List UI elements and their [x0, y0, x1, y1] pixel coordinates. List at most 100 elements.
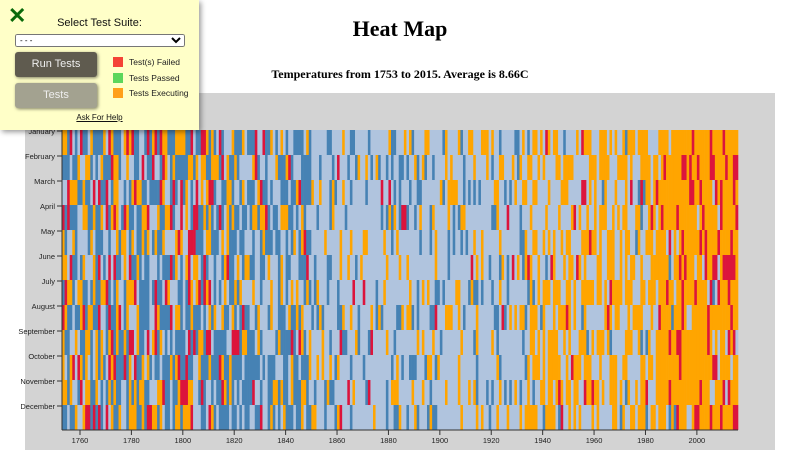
heatmap-cell	[666, 205, 669, 230]
heatmap-cell	[362, 155, 366, 180]
test-suite-select[interactable]: - - -	[15, 34, 185, 47]
heatmap-cell	[612, 155, 615, 180]
heatmap-cell	[301, 180, 304, 205]
heatmap-cell	[658, 230, 662, 255]
heatmap-cell	[720, 305, 723, 330]
close-icon[interactable]: ✕	[8, 3, 27, 28]
heatmap-cell	[239, 380, 243, 405]
heatmap-cell	[172, 380, 176, 405]
heatmap-cell	[447, 330, 451, 355]
heatmap-cell	[367, 205, 371, 230]
heatmap-cell	[676, 405, 680, 430]
heatmap-cell	[509, 330, 513, 355]
heatmap-cell	[257, 255, 261, 280]
heatmap-cell	[555, 380, 559, 405]
y-tick-label: June	[39, 252, 55, 261]
heatmap-cell	[444, 405, 448, 430]
heatmap-cell	[570, 180, 574, 205]
heatmap-cell	[259, 405, 263, 430]
heatmap-cell	[478, 180, 482, 205]
heatmap-cell	[596, 255, 600, 280]
heatmap-cell	[167, 380, 171, 405]
run-tests-button[interactable]: Run Tests	[15, 52, 97, 77]
heatmap-cell	[578, 280, 582, 305]
heatmap-cell	[447, 205, 451, 230]
heatmap-cell	[236, 205, 240, 230]
heatmap-cell	[136, 355, 140, 380]
heatmap-cell	[87, 255, 91, 280]
heatmap-cell	[527, 305, 531, 330]
heatmap-cell	[501, 355, 505, 380]
heatmap-cell	[401, 380, 405, 405]
heatmap-cell	[676, 130, 680, 155]
heatmap-cell	[398, 205, 402, 230]
heatmap-cell	[676, 155, 680, 180]
heatmap-cell	[537, 280, 541, 305]
heatmap-cell	[550, 255, 554, 280]
heatmap-cell	[324, 130, 328, 155]
heatmap-cell	[100, 255, 104, 280]
tests-button[interactable]: Tests	[15, 83, 97, 108]
heatmap-cell	[619, 230, 623, 255]
heatmap-cell	[272, 255, 276, 280]
heatmap-cell	[714, 155, 718, 180]
heatmap-cell	[357, 380, 361, 405]
heatmap-cell	[576, 130, 579, 155]
heatmap-cell	[211, 205, 214, 230]
heatmap-cell	[612, 205, 615, 230]
heatmap-cell	[285, 155, 289, 180]
heatmap-cell	[221, 380, 225, 405]
heatmap-cell	[378, 330, 382, 355]
heatmap-cell	[136, 155, 140, 180]
heatmap-cell	[660, 355, 664, 380]
heatmap-cell	[573, 305, 577, 330]
heatmap-cell	[642, 230, 646, 255]
heatmap-cell	[434, 130, 438, 155]
heatmap-cell	[236, 355, 240, 380]
heatmap-cell	[236, 305, 240, 330]
heatmap-cell	[630, 230, 633, 255]
heatmap-cell	[380, 180, 384, 205]
heatmap-cell	[151, 180, 155, 205]
heatmap-cell	[632, 230, 636, 255]
heatmap-cell	[468, 230, 471, 255]
heatmap-cell	[262, 255, 266, 280]
heatmap-cell	[211, 180, 214, 205]
heatmap-cell	[673, 305, 677, 330]
heatmap-cell	[424, 405, 428, 430]
heatmap-cell	[527, 230, 531, 255]
heatmap-cell	[72, 405, 76, 430]
heatmap-cell	[157, 330, 160, 355]
heatmap-cell	[730, 155, 734, 180]
heatmap-cell	[606, 130, 610, 155]
heatmap-cell	[167, 205, 171, 230]
heatmap-cell	[169, 230, 173, 255]
heatmap-cell	[398, 130, 402, 155]
heatmap-cell	[653, 380, 657, 405]
heatmap-cell	[115, 255, 119, 280]
heatmap-cell	[624, 405, 628, 430]
heatmap-cell	[596, 330, 600, 355]
heatmap-cell	[200, 130, 204, 155]
heatmap-cell	[352, 380, 356, 405]
heatmap-cell	[601, 155, 605, 180]
heatmap-cell	[229, 405, 232, 430]
heatmap-cell	[321, 330, 325, 355]
heatmap-cell	[169, 130, 173, 155]
heatmap-cell	[293, 130, 297, 155]
heatmap-cell	[465, 330, 469, 355]
heatmap-cell	[406, 405, 410, 430]
heatmap-cell	[581, 355, 585, 380]
heatmap-cell	[689, 380, 693, 405]
heatmap-cell	[406, 130, 410, 155]
heatmap-cell	[491, 355, 495, 380]
ask-for-help-link[interactable]: Ask For Help	[76, 113, 123, 122]
heatmap-cell	[265, 305, 268, 330]
heatmap-cell	[303, 280, 307, 305]
heatmap-cell	[622, 380, 626, 405]
heatmap-cell	[498, 180, 502, 205]
heatmap-cell	[483, 180, 487, 205]
heatmap-cell	[349, 380, 353, 405]
heatmap-cell	[295, 405, 299, 430]
heatmap-cell	[522, 380, 525, 405]
